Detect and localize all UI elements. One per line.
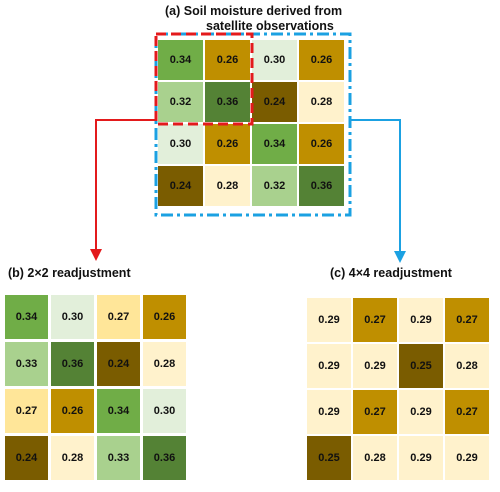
panel-a-title-line1: (a) Soil moisture derived from bbox=[165, 4, 343, 18]
panel-b-cell: 0.36 bbox=[51, 342, 94, 386]
red-arrow bbox=[90, 119, 156, 261]
panel-c-cell: 0.29 bbox=[307, 344, 351, 388]
panel-a-cell: 0.28 bbox=[299, 82, 344, 122]
panel-b-cell: 0.34 bbox=[97, 389, 140, 433]
panel-c-cell: 0.29 bbox=[399, 390, 443, 434]
panel-a-cell: 0.26 bbox=[205, 124, 250, 164]
panel-c-cell: 0.28 bbox=[445, 344, 489, 388]
panel-c-cell: 0.29 bbox=[399, 298, 443, 342]
panel-b-cell: 0.27 bbox=[5, 389, 48, 433]
panel-c-cell: 0.28 bbox=[353, 436, 397, 480]
panel-a-grid: 0.34 0.26 0.30 0.26 0.32 0.36 0.24 0.28 0.30 0.26… bbox=[158, 40, 348, 212]
panel-a-title-line2: satellite observations bbox=[206, 19, 334, 33]
panel-c-cell: 0.29 bbox=[307, 298, 351, 342]
panel-b-cell: 0.36 bbox=[143, 436, 186, 480]
panel-a-cell: 0.24 bbox=[252, 82, 297, 122]
panel-a-cell: 0.32 bbox=[158, 82, 203, 122]
panel-b-cell: 0.27 bbox=[97, 295, 140, 339]
panel-a-cell: 0.26 bbox=[299, 40, 344, 80]
panel-c-cell: 0.25 bbox=[307, 436, 351, 480]
panel-b-cell: 0.24 bbox=[5, 436, 48, 480]
panel-b-cell: 0.24 bbox=[97, 342, 140, 386]
panel-c-title: (c) 4×4 readjustment bbox=[330, 266, 452, 280]
panel-a-cell: 0.26 bbox=[299, 124, 344, 164]
panel-b-cell: 0.30 bbox=[51, 295, 94, 339]
panel-c-cell: 0.27 bbox=[445, 390, 489, 434]
panel-a-cell: 0.34 bbox=[158, 40, 203, 80]
panel-c-cell: 0.29 bbox=[353, 344, 397, 388]
panel-b-cell: 0.33 bbox=[5, 342, 48, 386]
panel-c-cell: 0.29 bbox=[399, 436, 443, 480]
panel-b-cell: 0.33 bbox=[97, 436, 140, 480]
panel-c-cell: 0.25 bbox=[399, 344, 443, 388]
panel-b-cell: 0.26 bbox=[143, 295, 186, 339]
panel-a-cell: 0.36 bbox=[299, 166, 344, 206]
red-outline bbox=[154, 32, 254, 126]
panel-a-cell: 0.26 bbox=[205, 40, 250, 80]
panel-b-title: (b) 2×2 readjustment bbox=[8, 266, 131, 280]
panel-a-cell: 0.28 bbox=[205, 166, 250, 206]
panel-b-cell: 0.28 bbox=[143, 342, 186, 386]
panel-b-cell: 0.28 bbox=[51, 436, 94, 480]
panel-c-cell: 0.27 bbox=[353, 390, 397, 434]
panel-b-cell: 0.34 bbox=[5, 295, 48, 339]
panel-b-grid: 0.34 0.30 0.27 0.26 0.33 0.36 0.24 0.28 0.27 0.26… bbox=[5, 295, 190, 482]
blue-arrow bbox=[350, 119, 406, 263]
panel-c-cell: 0.27 bbox=[445, 298, 489, 342]
panel-c-cell: 0.29 bbox=[445, 436, 489, 480]
panel-a-cell: 0.32 bbox=[252, 166, 297, 206]
panel-b-cell: 0.30 bbox=[143, 389, 186, 433]
panel-a-cell: 0.34 bbox=[252, 124, 297, 164]
panel-c-cell: 0.29 bbox=[307, 390, 351, 434]
panel-a-cell: 0.36 bbox=[205, 82, 250, 122]
panel-c-cell: 0.27 bbox=[353, 298, 397, 342]
panel-a-cell: 0.30 bbox=[158, 124, 203, 164]
panel-c-grid: 0.29 0.27 0.29 0.27 0.29 0.29 0.25 0.28 0.29 0.27… bbox=[307, 298, 492, 483]
panel-b-cell: 0.26 bbox=[51, 389, 94, 433]
panel-a-cell: 0.24 bbox=[158, 166, 203, 206]
panel-a-cell: 0.30 bbox=[252, 40, 297, 80]
